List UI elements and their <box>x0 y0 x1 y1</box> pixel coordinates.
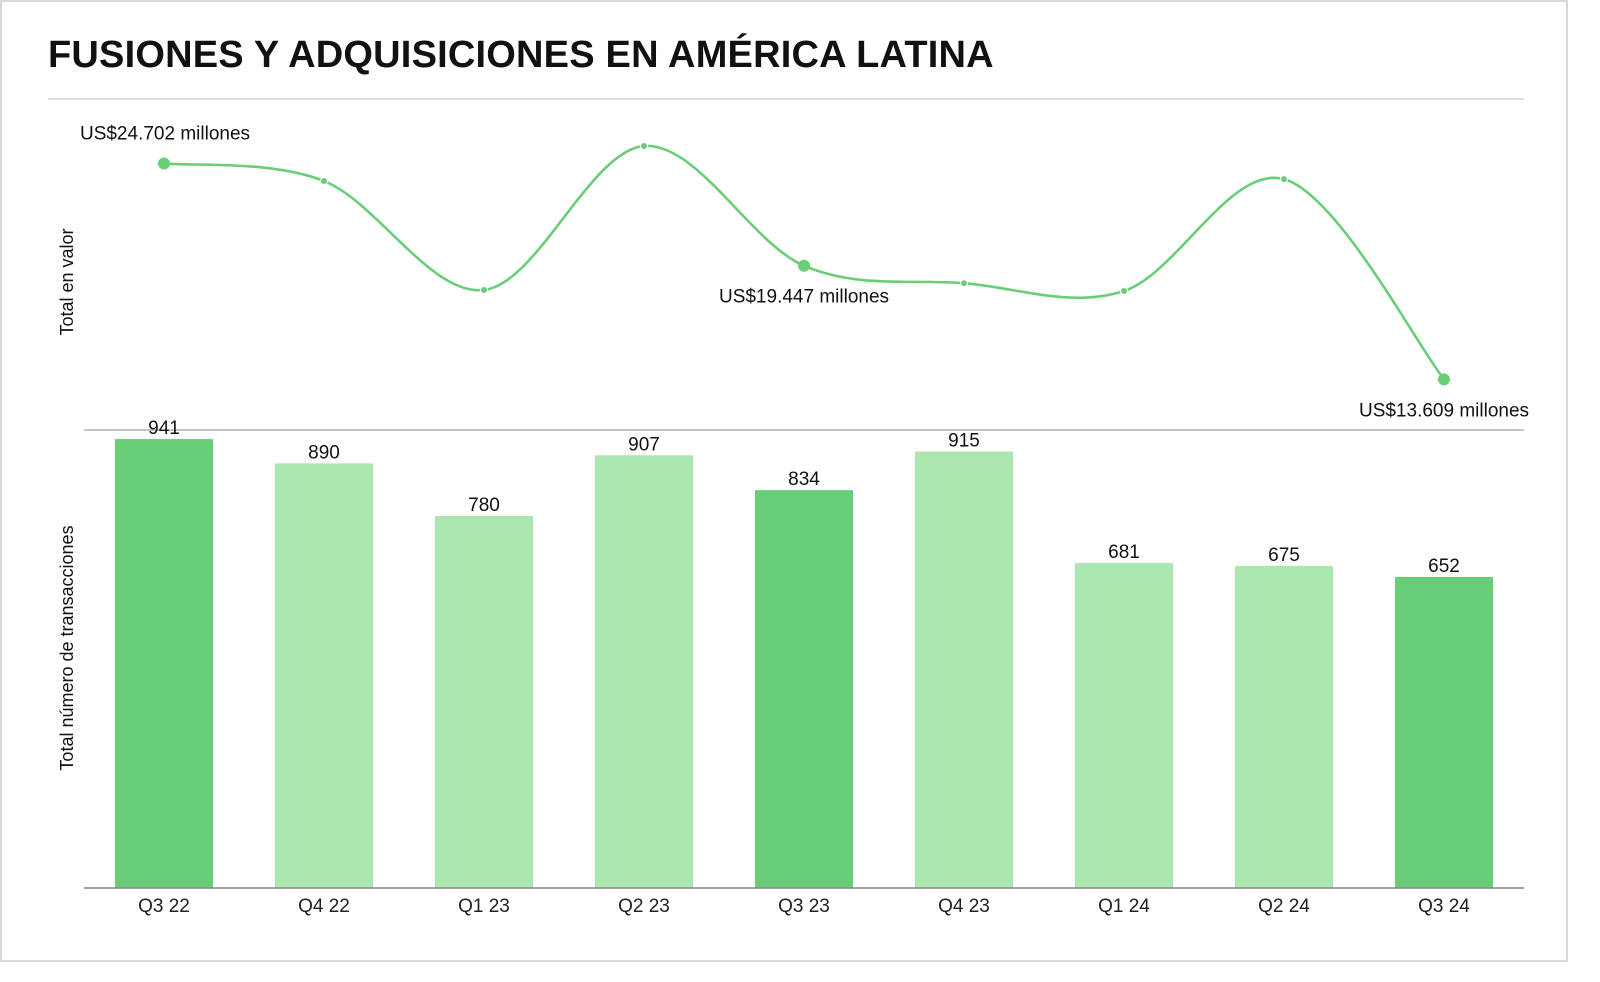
bar-q4-22 <box>275 463 373 888</box>
x-tick-label-q1-24: Q1 24 <box>1098 896 1150 917</box>
line-point-q1-23 <box>480 286 488 294</box>
bar-value-label-q2-24: 675 <box>1268 545 1300 566</box>
bar-value-label-q3-23: 834 <box>788 469 820 490</box>
bar-q3-23 <box>755 490 853 888</box>
title-divider <box>48 98 1524 100</box>
x-tick-label-q3-22: Q3 22 <box>138 896 190 917</box>
line-y-axis-label: Total en valor <box>57 228 77 335</box>
bar-value-label-q1-24: 681 <box>1108 542 1140 563</box>
line-chart-panel: Total en valor US$24.702 millones US$19.44… <box>57 123 1529 421</box>
x-tick-label-q3-24: Q3 24 <box>1418 896 1470 917</box>
line-point-q4-22 <box>320 177 328 186</box>
bar-value-label-q4-23: 915 <box>948 430 980 451</box>
bar-y-axis-label: Total número de transacciones <box>57 525 77 770</box>
bar-q2-24 <box>1235 565 1333 888</box>
line-point-q1-24 <box>1120 286 1128 295</box>
bar-value-label-q2-23: 907 <box>628 434 660 455</box>
bar-q2-23 <box>595 455 693 888</box>
bar-q3-24 <box>1395 576 1493 888</box>
x-tick-label-q2-23: Q2 23 <box>618 896 670 917</box>
line-point-q2-24 <box>1280 175 1288 184</box>
line-annotation-4: US$19.447 millones <box>719 287 889 308</box>
bar-value-label-q4-22: 890 <box>308 442 340 463</box>
chart-title: FUSIONES Y ADQUISICIONES EN AMÉRICA LATI… <box>48 34 994 76</box>
line-point-q4-23 <box>960 279 968 288</box>
bar-q1-24 <box>1075 563 1173 888</box>
x-tick-label-q1-23: Q1 23 <box>458 896 510 917</box>
bar-q4-23 <box>915 451 1013 888</box>
line-annotation-8: US$13.609 millones <box>1359 400 1529 421</box>
line-point-q3-24 <box>1438 373 1450 386</box>
line-point-q3-23 <box>798 259 810 272</box>
bar-q1-23 <box>435 515 533 888</box>
x-tick-label-q4-23: Q4 23 <box>938 896 990 917</box>
x-tick-label-q2-24: Q2 24 <box>1258 896 1310 917</box>
line-point-q3-22 <box>158 157 170 170</box>
bar-value-label-q1-23: 780 <box>468 495 500 516</box>
bar-chart-panel: Total número de transacciones 941 Q3 22 890… <box>57 418 1524 917</box>
x-tick-label-q3-23: Q3 23 <box>778 896 830 917</box>
bar-value-label-q3-22: 941 <box>148 418 180 439</box>
bar-q3-22 <box>115 439 213 888</box>
line-annotation-0: US$24.702 millones <box>80 123 250 144</box>
bar-value-label-q3-24: 652 <box>1428 556 1460 577</box>
line-point-q2-23 <box>640 142 648 150</box>
x-tick-label-q4-22: Q4 22 <box>298 896 350 917</box>
